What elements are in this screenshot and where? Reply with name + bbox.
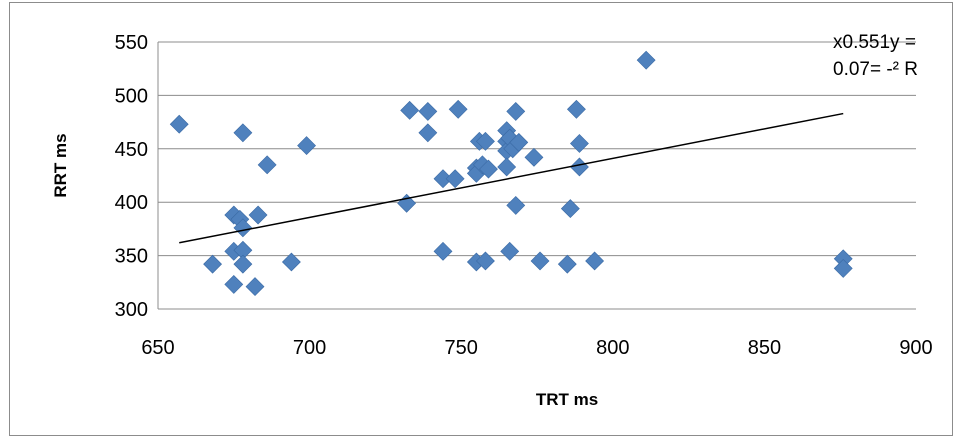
y-axis-title: RRT ms bbox=[51, 133, 70, 197]
data-point bbox=[525, 148, 543, 166]
x-tick-label: 700 bbox=[293, 337, 326, 359]
y-tick-label: 450 bbox=[115, 139, 148, 161]
data-point bbox=[170, 115, 188, 133]
data-point bbox=[449, 100, 467, 118]
data-point bbox=[570, 158, 588, 176]
data-point bbox=[446, 170, 464, 188]
data-point bbox=[586, 252, 604, 270]
tick-labels: 300 350 400 450 500 550 650 700 750 800 850 900 bbox=[115, 32, 933, 359]
scatter-chart: 300 350 400 450 500 550 650 700 750 800 850 900 TRT… bbox=[10, 3, 952, 435]
data-point bbox=[225, 275, 243, 293]
gridlines bbox=[158, 42, 916, 309]
x-axis-title: TRT ms bbox=[536, 390, 598, 409]
y-tick-label: 550 bbox=[115, 32, 148, 54]
data-point bbox=[531, 252, 549, 270]
y-tick-label: 350 bbox=[115, 246, 148, 268]
chart-frame: 300 350 400 450 500 550 650 700 750 800 850 900 TRT… bbox=[9, 2, 953, 436]
data-point bbox=[507, 196, 525, 214]
trendline-equation-line2: 0.07= -² R bbox=[833, 59, 918, 80]
data-point bbox=[498, 158, 516, 176]
x-tick-label: 800 bbox=[596, 337, 629, 359]
data-point bbox=[834, 259, 852, 277]
data-point bbox=[567, 100, 585, 118]
data-point bbox=[258, 156, 276, 174]
y-tick-label: 500 bbox=[115, 85, 148, 107]
x-tick-label: 650 bbox=[141, 337, 174, 359]
data-point bbox=[434, 242, 452, 260]
data-point bbox=[419, 124, 437, 142]
data-point bbox=[507, 102, 525, 120]
data-point bbox=[637, 51, 655, 69]
data-point bbox=[558, 255, 576, 273]
data-point bbox=[234, 124, 252, 142]
data-point bbox=[298, 137, 316, 155]
data-point bbox=[249, 206, 267, 224]
data-points bbox=[170, 51, 852, 295]
trendline-equation-line1: x0.551y = bbox=[833, 32, 916, 53]
x-tick-label: 750 bbox=[445, 337, 478, 359]
y-tick-label: 300 bbox=[115, 299, 148, 321]
data-point bbox=[401, 101, 419, 119]
y-tick-label: 400 bbox=[115, 192, 148, 214]
x-tick-label: 900 bbox=[899, 337, 932, 359]
data-point bbox=[570, 134, 588, 152]
data-point bbox=[501, 242, 519, 260]
data-point bbox=[419, 102, 437, 120]
data-point bbox=[246, 278, 264, 296]
data-point bbox=[204, 255, 222, 273]
x-tick-label: 850 bbox=[748, 337, 781, 359]
